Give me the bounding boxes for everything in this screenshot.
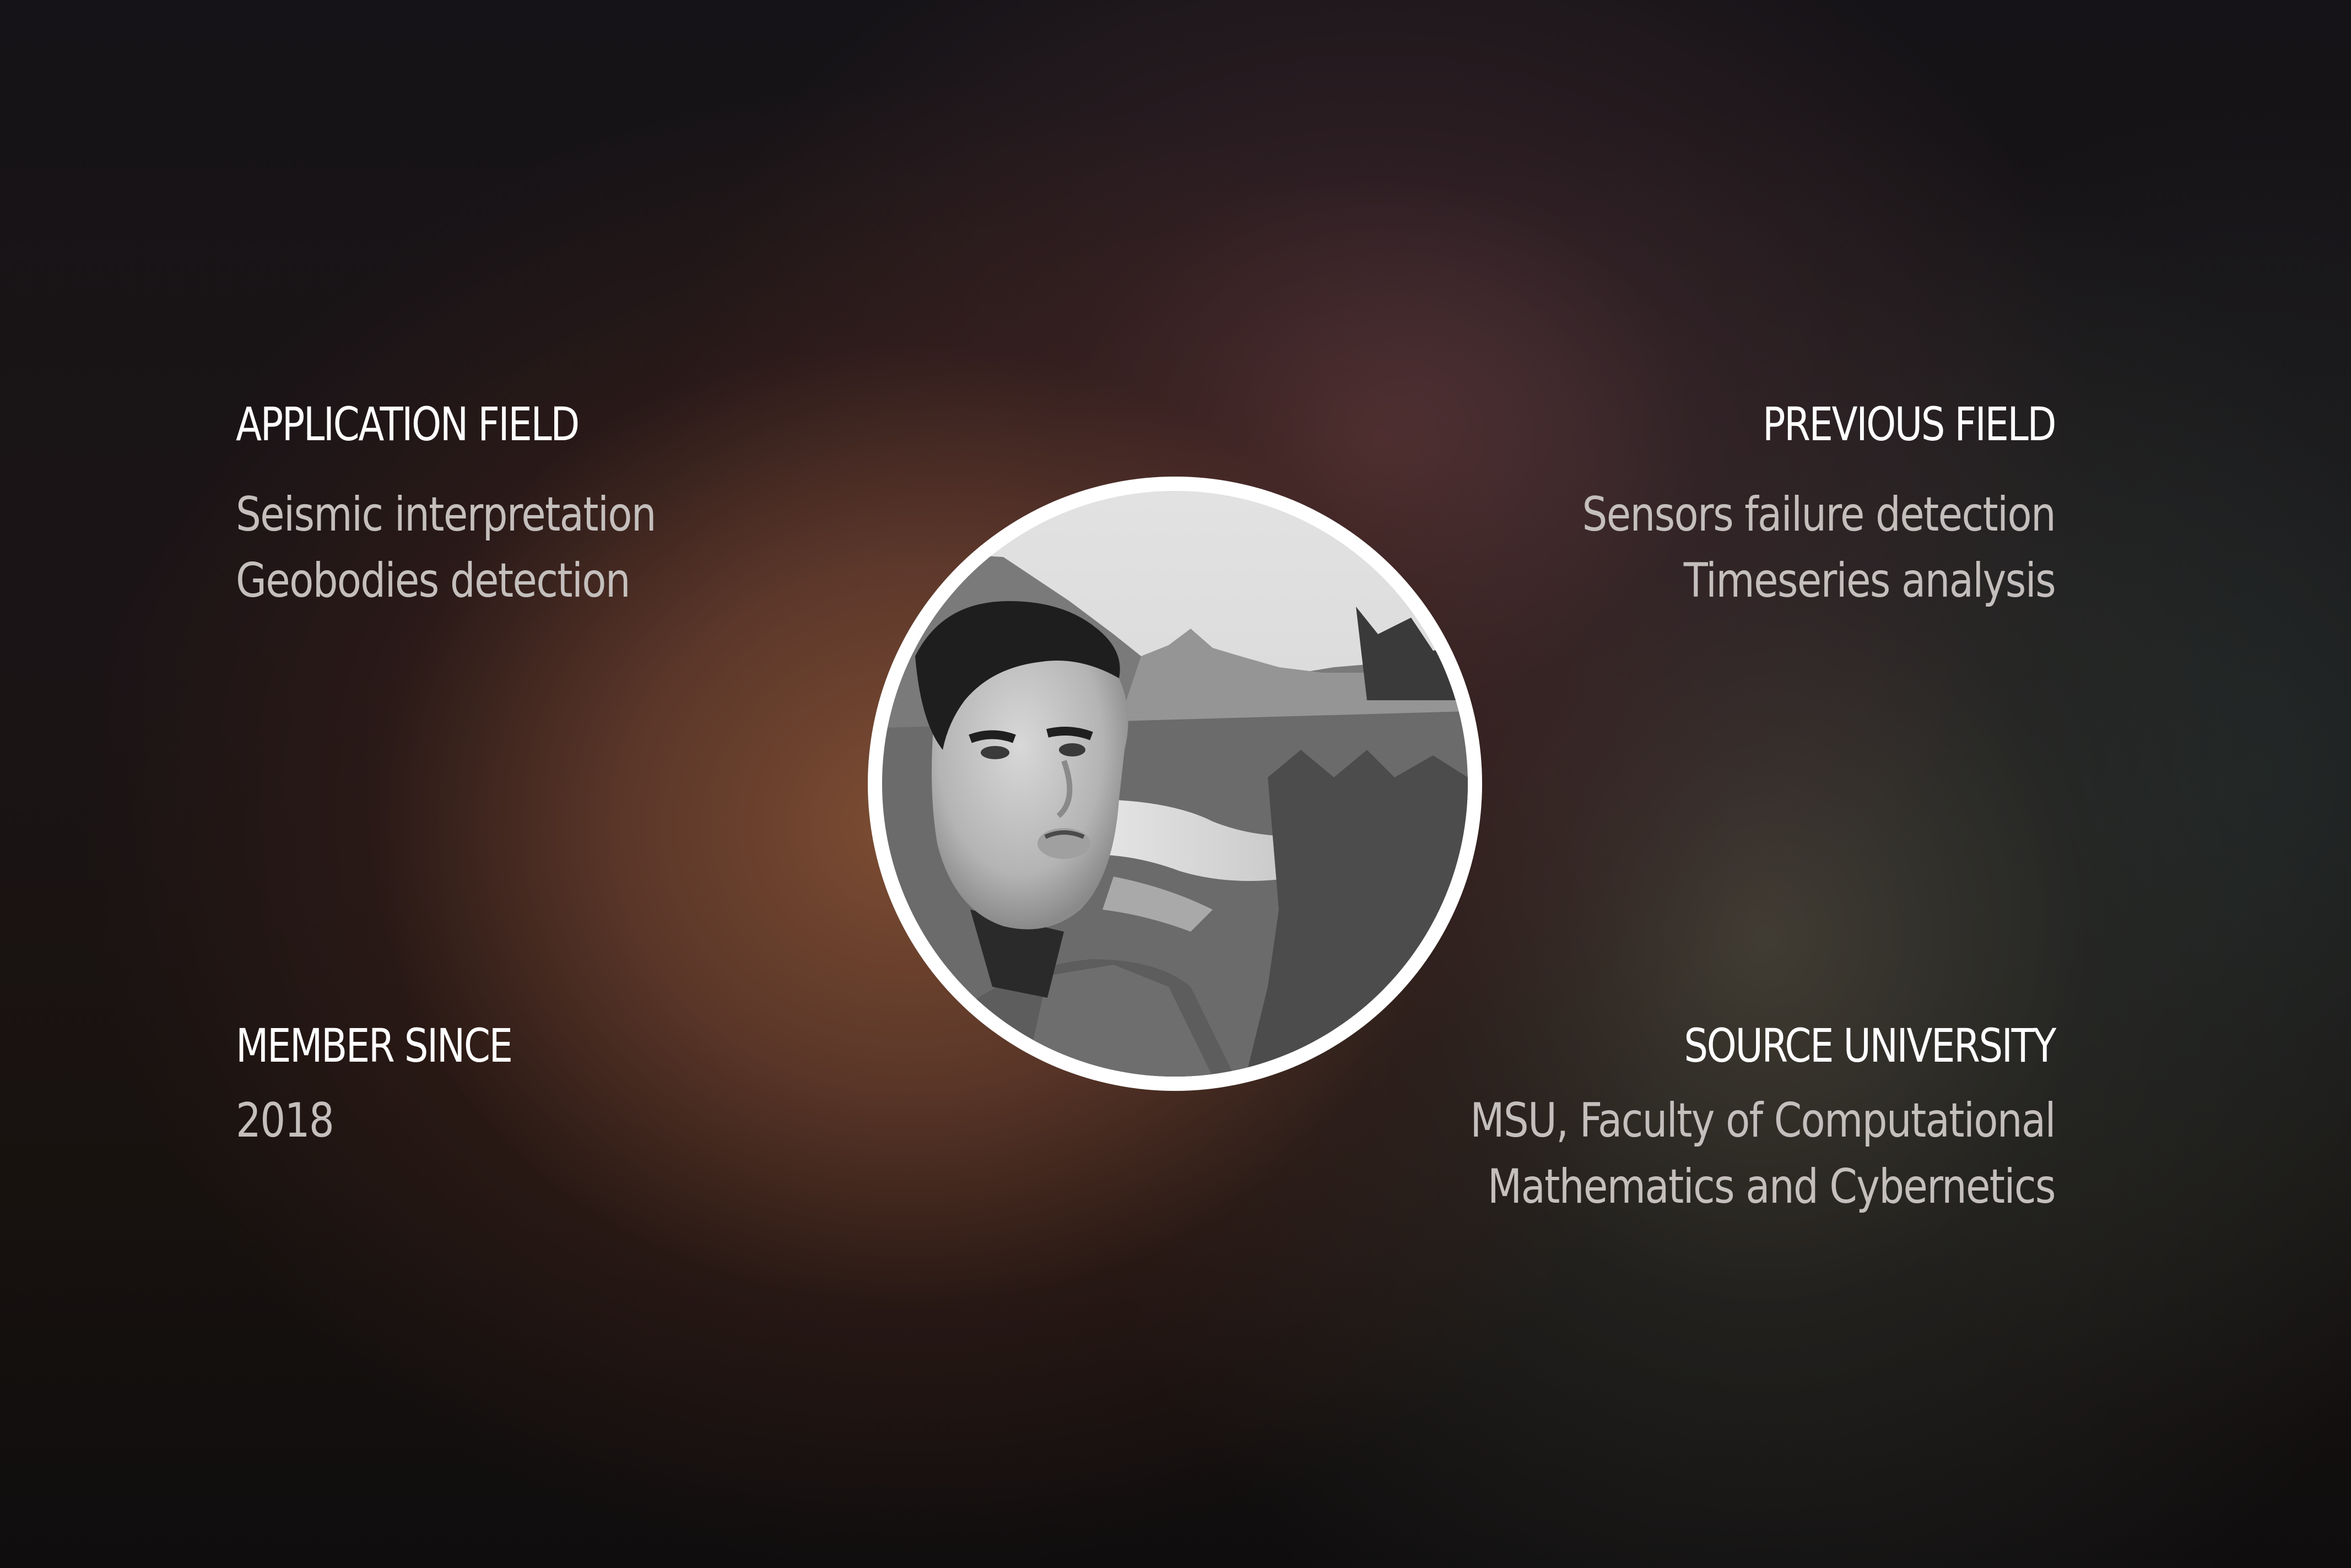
- previous-field-line-2: Timeseries analysis: [1683, 553, 2056, 608]
- application-field-line-1: Seismic interpretation: [236, 487, 657, 542]
- previous-field-heading: PREVIOUS FIELD: [1762, 397, 2056, 451]
- source-university-section: SOURCE UNIVERSITY MSU, Faculty of Comput…: [1359, 1019, 2057, 1220]
- avatar-ring: [868, 477, 1482, 1091]
- previous-field-line-1: Sensors failure detection: [1582, 487, 2056, 542]
- avatar-photo-illustration: [882, 491, 1468, 1077]
- application-field-line-2: Geobodies detection: [236, 553, 631, 608]
- member-since-section: MEMBER SINCE 2018: [236, 1023, 572, 1154]
- previous-field-section: PREVIOUS FIELD Sensors failure detection…: [1492, 397, 2056, 614]
- application-field-heading: APPLICATION FIELD: [236, 397, 580, 451]
- application-field-section: APPLICATION FIELD Seismic interpretation…: [236, 401, 736, 614]
- member-since-year: 2018: [236, 1093, 334, 1148]
- source-university-heading: SOURCE UNIVERSITY: [1684, 1019, 2057, 1073]
- member-since-heading: MEMBER SINCE: [236, 1019, 513, 1073]
- source-university-line-1: MSU, Faculty of Computational: [1470, 1093, 2056, 1148]
- source-university-line-2: Mathematics and Cybernetics: [1488, 1159, 2056, 1214]
- avatar: [882, 491, 1468, 1077]
